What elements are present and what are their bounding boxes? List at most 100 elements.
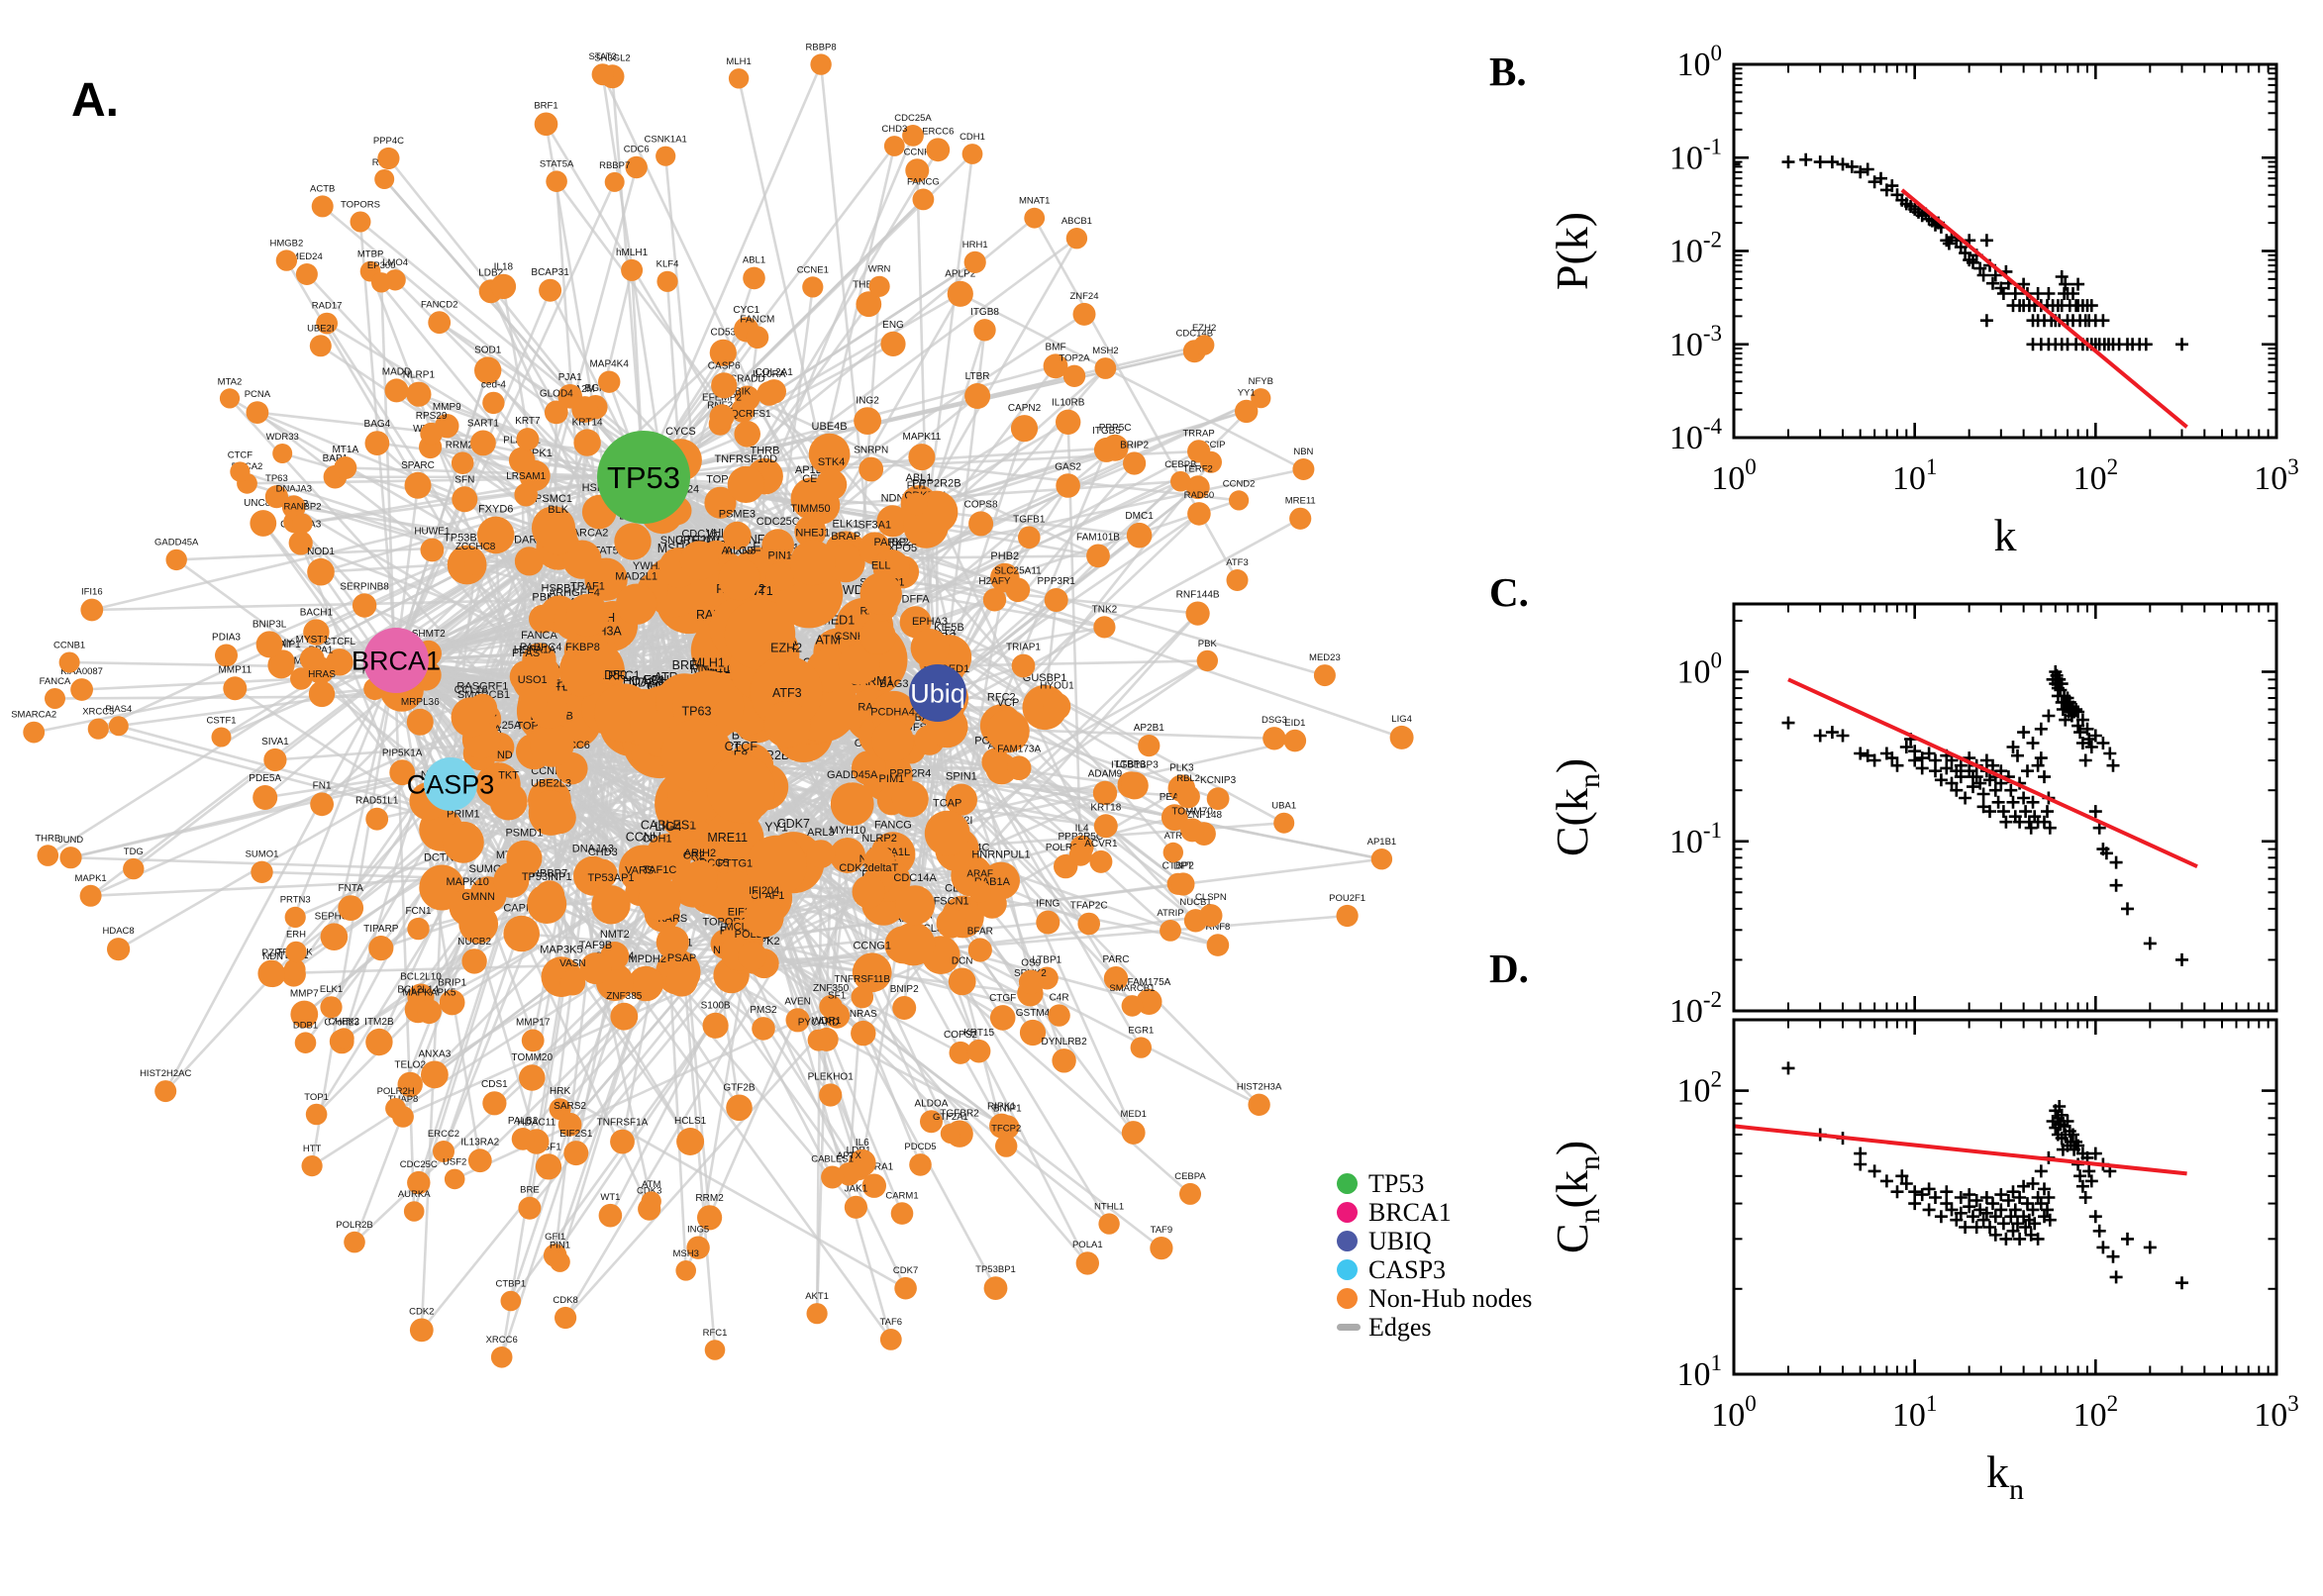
gene-node-label: PYCARD [798, 1018, 840, 1029]
gene-node-label: PIAS4 [105, 704, 132, 715]
gene-node [490, 1347, 513, 1368]
gene-node [940, 1123, 961, 1144]
gene-node-label: ABCB1 [1061, 216, 1092, 227]
gene-node-label: SARS2 [554, 1101, 586, 1112]
gene-node-label: LIG4 [655, 820, 681, 834]
gene-node-label: MED24 [291, 251, 323, 262]
tick-label: 10-2 [1669, 228, 1722, 270]
gene-node-label: BCCIP [1196, 440, 1225, 450]
gene-node [1162, 842, 1184, 863]
gene-node [1161, 804, 1188, 831]
gene-node-label: CCNG1 [853, 940, 891, 951]
gene-node [656, 146, 676, 166]
tick-label: 10-4 [1669, 414, 1723, 456]
gene-node [794, 515, 827, 549]
gene-node-label: BMF [1045, 342, 1065, 352]
gene-node [1044, 588, 1068, 612]
gene-node-label: MADD [382, 366, 411, 377]
gene-node-label: ARIH2 [684, 848, 716, 859]
gene-node [968, 880, 991, 903]
gene-node [838, 644, 880, 685]
gene-node-label: PCDHA4 [870, 707, 915, 719]
gene-node [503, 915, 540, 952]
gene-node-label: ABL1 [906, 472, 933, 484]
scatter-points [1734, 152, 2188, 351]
gene-node-label: ATRIP [1157, 908, 1183, 919]
gene-node-label: MYST1 [296, 635, 330, 646]
gene-node [1062, 364, 1086, 387]
gene-node-label: CYC1 [733, 305, 759, 316]
gene-node [604, 171, 625, 192]
gene-node-label: PLEKHO1 [808, 1071, 855, 1082]
gene-node-label: TP53AP1 [587, 872, 634, 884]
gene-node [579, 952, 612, 985]
gene-node-label: CHD3 [588, 847, 618, 858]
gene-node [1010, 415, 1039, 443]
axis-title: kn [1986, 1446, 2024, 1506]
gene-node-label: GMNN [461, 891, 495, 903]
gene-node [808, 433, 851, 475]
gene-node-label: ATR [1164, 831, 1182, 842]
gene-node-label: FAM175A [1127, 977, 1170, 988]
legend-item-casp3: CASP3 [1337, 1255, 1532, 1284]
gene-node [490, 273, 517, 300]
gene-node-label: COPS8 [964, 499, 998, 510]
gene-node [407, 917, 430, 941]
gene-node-label: AURKA [398, 1189, 431, 1200]
gene-node [1094, 357, 1117, 379]
gene-node-label: EID1 [1284, 718, 1305, 729]
gene-node-label: HUWE1 [414, 527, 451, 538]
gene-node [310, 792, 334, 817]
gene-node-label: IFNG [1036, 899, 1060, 910]
legend-item-tp53: TP53 [1337, 1169, 1532, 1198]
gene-node [924, 810, 970, 856]
gene-node-label: DDB1 [293, 1020, 318, 1031]
gene-node [420, 538, 445, 562]
gene-node [272, 444, 293, 463]
gene-node-label: BRE [672, 658, 698, 672]
gene-node [744, 897, 784, 938]
gene-node-label: LTBP1 [1032, 955, 1061, 966]
gene-node [591, 885, 631, 925]
gene-node [863, 846, 895, 877]
gene-node-label: MAPK1 [74, 873, 106, 884]
gene-node-label: VCP [997, 697, 1020, 709]
gene-node [281, 495, 306, 520]
gene-node [165, 549, 187, 571]
gene-node-label: CYCS [665, 426, 696, 438]
legend-label: Non-Hub nodes [1368, 1283, 1533, 1313]
scatter-points [1781, 665, 2188, 966]
gene-node-label: ENG [882, 320, 904, 331]
gene-node [1171, 872, 1195, 896]
gene-node [1052, 1048, 1076, 1073]
gene-node-label: ALG9 [726, 546, 754, 557]
gene-node-label: COPS2 [944, 1030, 977, 1041]
gene-node-label: CDH1 [643, 834, 672, 846]
gene-node [948, 967, 976, 996]
gene-node [271, 649, 295, 673]
gene-node-label: ACVR1 [1084, 839, 1118, 849]
gene-node-label: CLSPN [1195, 892, 1227, 903]
gene-node [697, 1205, 723, 1231]
gene-node-label: MTBP [357, 249, 383, 260]
gene-node-label: FAM101B [1076, 533, 1120, 544]
gene-node-label: ZNF385 [606, 991, 643, 1002]
gene-node-label: MSH3 [672, 1248, 698, 1259]
gene-node-label: RBBP8 [806, 42, 837, 52]
gene-node-label: CCND2 [1223, 478, 1256, 489]
gene-node [474, 356, 502, 384]
gene-node-label: MT1A [332, 445, 358, 455]
gene-node [883, 136, 905, 156]
gene-node-label: NOD1 [307, 547, 335, 557]
gene-node [292, 513, 313, 534]
gene-node-label: CDC14B [1176, 328, 1214, 339]
gene-node [1199, 904, 1223, 928]
gene-node-label: SIVA1 [261, 737, 289, 748]
gene-node [58, 651, 80, 673]
gene-node [1056, 473, 1080, 498]
gene-node [406, 708, 434, 736]
tick-label: 10-2 [1669, 987, 1722, 1030]
gene-node-label: SOD1 [474, 345, 502, 355]
gene-node-label: HIST2H3A [1237, 1082, 1282, 1093]
gene-node-label: TERF2 [1183, 463, 1213, 474]
